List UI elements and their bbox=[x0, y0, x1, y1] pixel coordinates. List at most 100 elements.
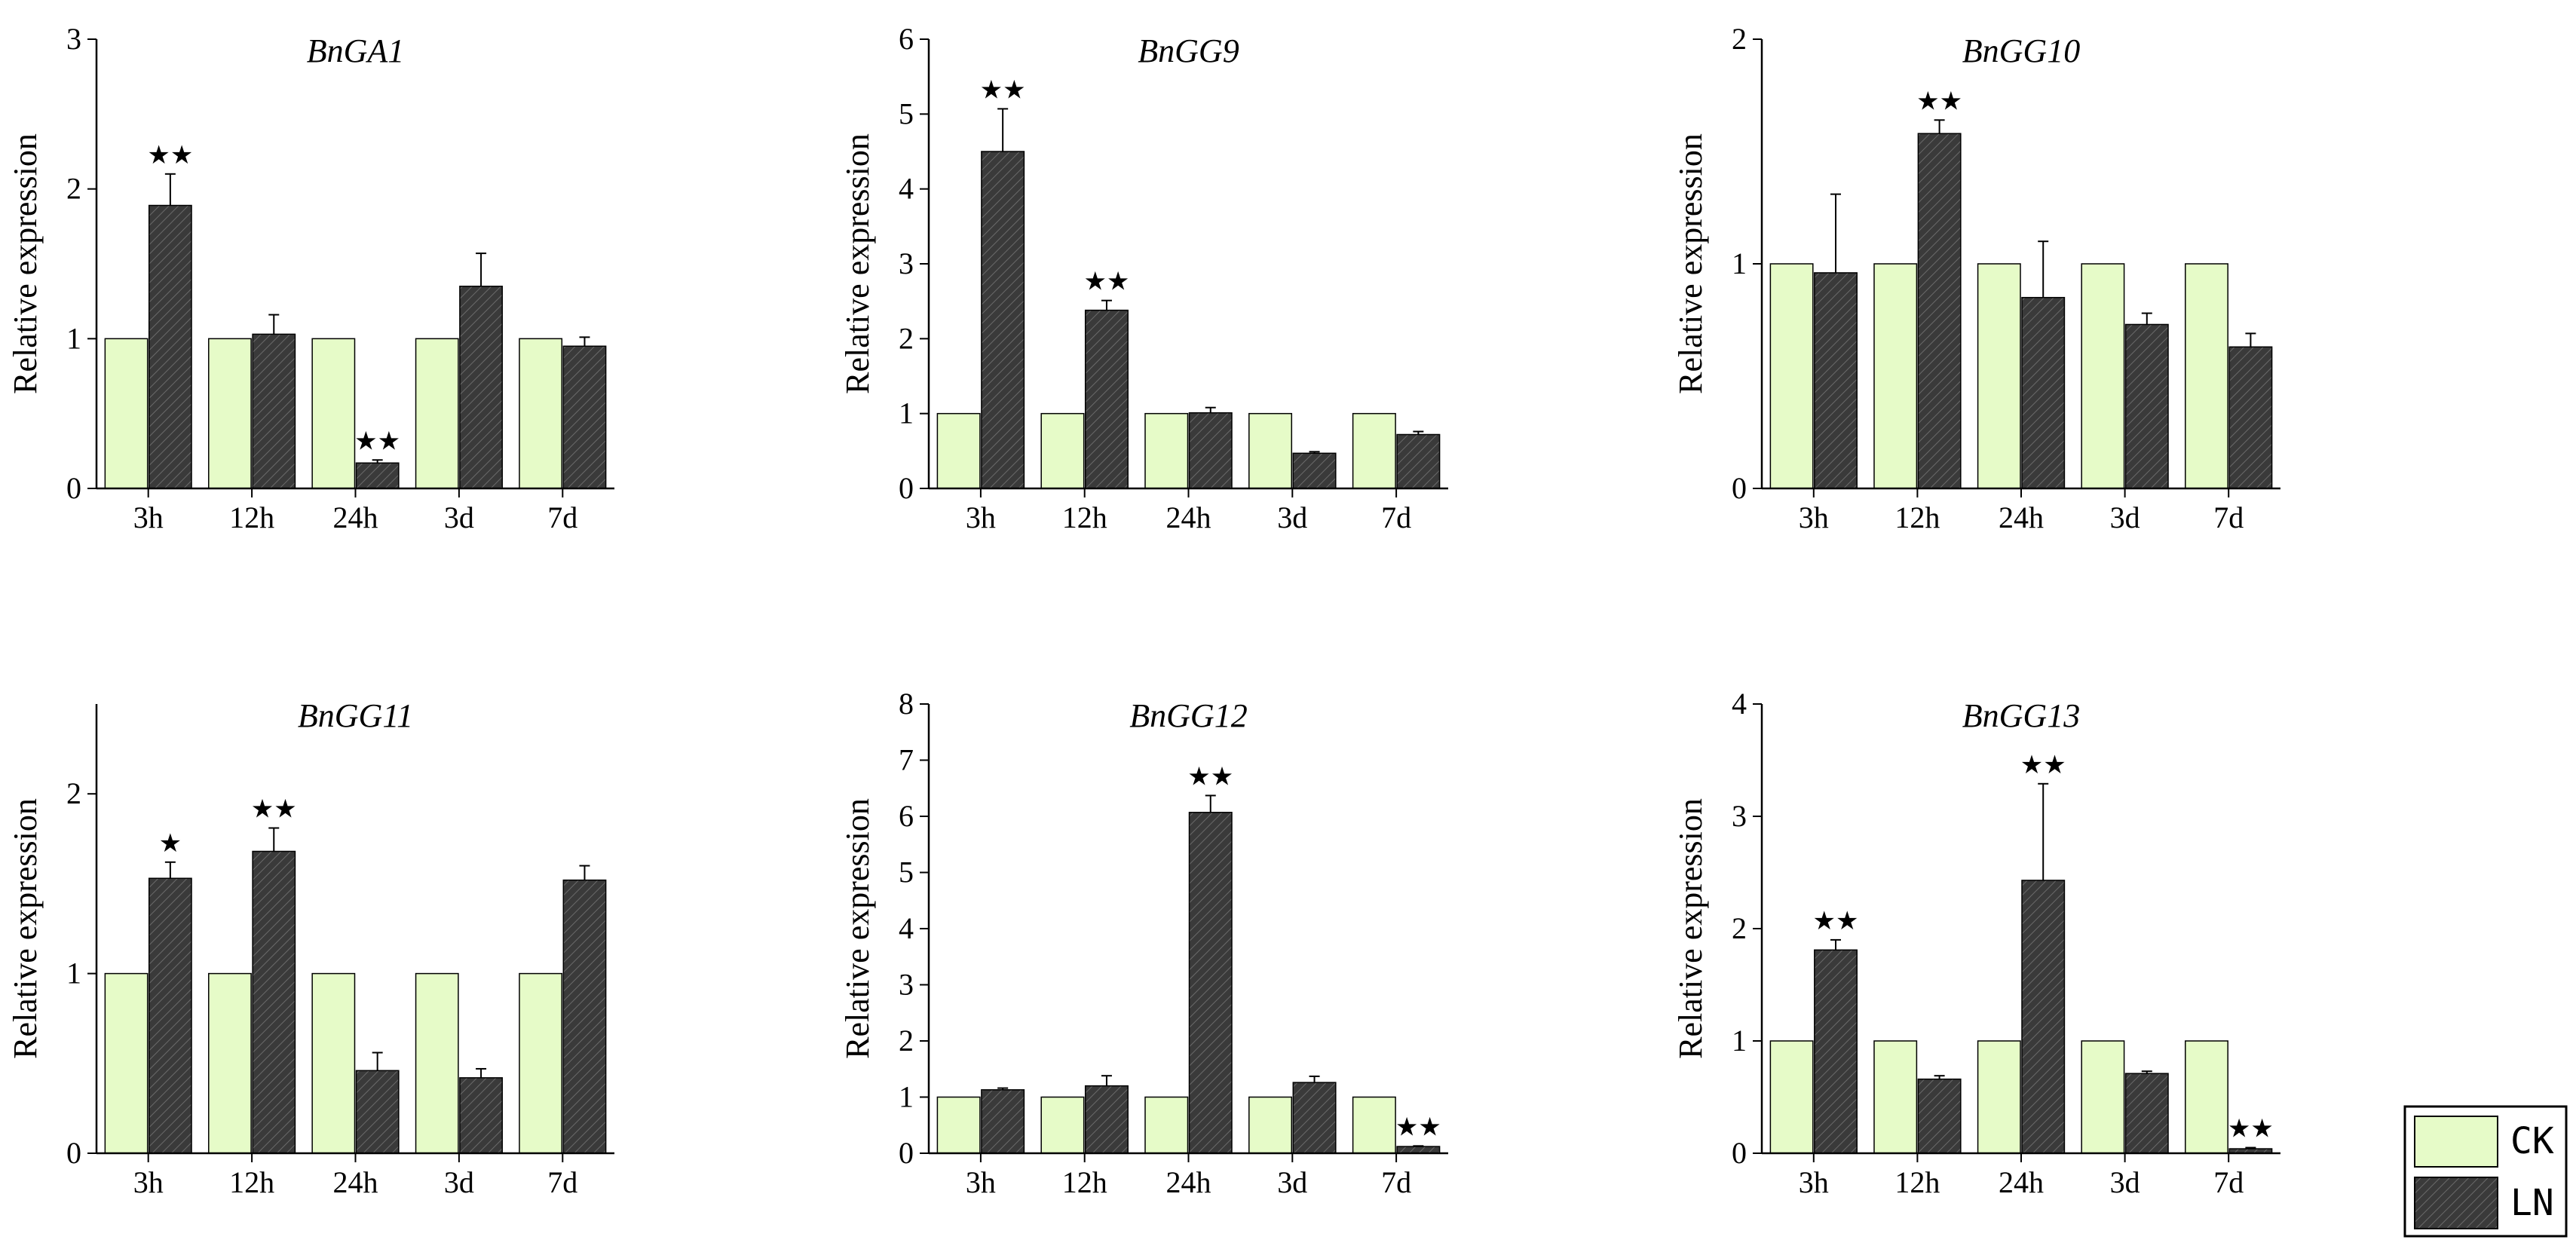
bar-ln-3d bbox=[459, 286, 503, 489]
y-tick-label-2: 2 bbox=[66, 172, 81, 206]
x-tick-label-24h: 24h bbox=[1999, 1165, 2044, 1199]
x-tick-label-3h: 3h bbox=[133, 1165, 164, 1199]
x-tick-label-3h: 3h bbox=[133, 500, 164, 534]
bar-ln-3d bbox=[1292, 452, 1337, 489]
x-tick-label-7d: 7d bbox=[2213, 1165, 2244, 1199]
bar-ck-7d bbox=[1352, 1096, 1396, 1154]
significance-star-24h: ★★ bbox=[354, 427, 400, 455]
bar-ck-7d bbox=[2185, 1040, 2228, 1154]
bar-ln-12h bbox=[1084, 309, 1129, 489]
y-tick-label-1: 1 bbox=[899, 1080, 914, 1114]
x-tick-label-7d: 7d bbox=[2213, 500, 2244, 534]
chart-title: BnGG13 bbox=[1962, 697, 2080, 734]
y-tick-label-4: 4 bbox=[1732, 687, 1747, 721]
y-axis-label: Relative expression bbox=[1672, 133, 1709, 394]
bar-ck-24h bbox=[1977, 1040, 2021, 1154]
bar-ck-3d bbox=[2081, 1040, 2125, 1154]
bar-ck-12h bbox=[1873, 1040, 1918, 1154]
x-tick-label-3d: 3d bbox=[444, 500, 474, 534]
y-axis-label: Relative expression bbox=[1672, 798, 1709, 1059]
y-tick-label-2: 2 bbox=[66, 776, 81, 810]
y-tick-label-3: 3 bbox=[899, 968, 914, 1002]
x-tick-label-3d: 3d bbox=[444, 1165, 474, 1199]
y-tick-label-3: 3 bbox=[899, 246, 914, 280]
significance-star-3h: ★★ bbox=[980, 76, 1026, 104]
bar-ln-3d bbox=[2124, 323, 2169, 489]
bar-ln-3d bbox=[1292, 1082, 1337, 1154]
bar-ck-24h bbox=[311, 338, 356, 489]
bar-ck-3h bbox=[1769, 263, 1814, 489]
bar-ck-7d bbox=[1352, 412, 1396, 489]
chart-BnGG11: ★ 3h ★★ 12h 24h 3d 7d 0 1 2 Relative expression BnG… bbox=[7, 697, 614, 1199]
y-axis-label: Relative expression bbox=[7, 798, 44, 1059]
bar-ln-3h bbox=[981, 1089, 1025, 1154]
y-tick-label-5: 5 bbox=[899, 856, 914, 889]
bar-ln-3d bbox=[459, 1077, 503, 1154]
bar-ln-12h bbox=[252, 850, 296, 1154]
legend-label-ck: CK bbox=[2510, 1120, 2554, 1162]
y-tick-label-0: 0 bbox=[899, 1136, 914, 1170]
chart-panels: ★★ 3h 12h ★★ 24h 3d 7d 0 1 2 3 Relative expression B… bbox=[7, 22, 2280, 1199]
chart-title: BnGG10 bbox=[1962, 32, 2080, 69]
x-tick-label-24h: 24h bbox=[1999, 500, 2044, 534]
x-tick-label-3h: 3h bbox=[1799, 500, 1829, 534]
y-tick-label-1: 1 bbox=[899, 396, 914, 430]
x-tick-label-24h: 24h bbox=[1166, 500, 1211, 534]
y-tick-label-0: 0 bbox=[66, 471, 81, 505]
chart-BnGG10: 3h ★★ 12h 24h 3d 7d 0 1 2 Relative expression BnGG… bbox=[1672, 22, 2280, 534]
bar-ln-3h bbox=[1814, 949, 1858, 1154]
x-tick-label-12h: 12h bbox=[1062, 1165, 1107, 1199]
y-tick-label-2: 2 bbox=[1732, 911, 1747, 945]
bar-ln-12h bbox=[1917, 133, 1962, 489]
bar-ln-24h bbox=[355, 462, 400, 489]
bar-ln-24h bbox=[2021, 880, 2066, 1154]
y-tick-label-3: 3 bbox=[66, 22, 81, 56]
chart-BnGA1: ★★ 3h 12h ★★ 24h 3d 7d 0 1 2 3 Relative expression B… bbox=[7, 22, 614, 534]
y-axis-label: Relative expression bbox=[839, 798, 876, 1059]
bar-ck-24h bbox=[1144, 1096, 1189, 1154]
significance-star-7d: ★★ bbox=[1395, 1113, 1441, 1141]
bar-ln-12h bbox=[1084, 1085, 1129, 1154]
y-tick-label-1: 1 bbox=[66, 321, 81, 355]
chart-BnGG9: ★★ 3h ★★ 12h 24h 3d 7d 0 1 2 3 4 5 6 Relative expressi… bbox=[839, 22, 1448, 534]
bar-ck-3h bbox=[1769, 1040, 1814, 1154]
significance-star-7d: ★★ bbox=[2228, 1116, 2274, 1143]
bar-ck-24h bbox=[311, 972, 356, 1154]
bar-ln-3h bbox=[148, 877, 192, 1154]
bar-ln-24h bbox=[355, 1070, 400, 1154]
y-tick-label-0: 0 bbox=[899, 471, 914, 505]
chart-BnGG12: 3h 12h ★★ 24h 3d ★★ 7d 0 1 2 3 4 5 6 7 8 Relative expres… bbox=[839, 687, 1448, 1199]
bar-ln-3h bbox=[1814, 272, 1858, 489]
x-tick-label-12h: 12h bbox=[1062, 500, 1107, 534]
x-tick-label-3h: 3h bbox=[1799, 1165, 1829, 1199]
chart-BnGG13: ★★ 3h 12h ★★ 24h 3d ★★ 7d 0 1 2 3 4 Relative expressi… bbox=[1672, 687, 2280, 1199]
y-tick-label-6: 6 bbox=[899, 22, 914, 56]
y-tick-label-6: 6 bbox=[899, 799, 914, 833]
y-axis-label: Relative expression bbox=[839, 133, 876, 394]
bar-ck-3d bbox=[415, 338, 459, 489]
bar-ck-24h bbox=[1144, 412, 1189, 489]
y-tick-label-4: 4 bbox=[899, 172, 914, 206]
x-tick-label-3d: 3d bbox=[1277, 500, 1307, 534]
significance-star-3h: ★ bbox=[159, 830, 182, 858]
chart-title: BnGA1 bbox=[307, 32, 405, 69]
y-tick-label-2: 2 bbox=[899, 1024, 914, 1058]
legend: CK LN bbox=[2403, 1105, 2568, 1238]
x-tick-label-24h: 24h bbox=[333, 500, 378, 534]
bar-ck-3h bbox=[104, 338, 149, 489]
y-axis-label: Relative expression bbox=[7, 133, 44, 394]
y-tick-label-8: 8 bbox=[899, 687, 914, 721]
x-tick-label-24h: 24h bbox=[333, 1165, 378, 1199]
significance-star-24h: ★★ bbox=[2020, 751, 2066, 779]
significance-star-3h: ★★ bbox=[1813, 908, 1859, 935]
y-tick-label-1: 1 bbox=[1732, 1024, 1747, 1058]
y-tick-label-1: 1 bbox=[66, 957, 81, 990]
significance-star-12h: ★★ bbox=[1083, 268, 1129, 296]
bar-ln-24h bbox=[1188, 412, 1233, 489]
bar-ln-7d bbox=[562, 879, 607, 1154]
chart-title: BnGG11 bbox=[298, 697, 413, 734]
bar-ck-12h bbox=[1040, 412, 1085, 489]
bar-ck-3h bbox=[936, 1096, 981, 1154]
bar-ck-3d bbox=[1248, 1096, 1293, 1154]
bar-ln-3h bbox=[981, 151, 1025, 489]
